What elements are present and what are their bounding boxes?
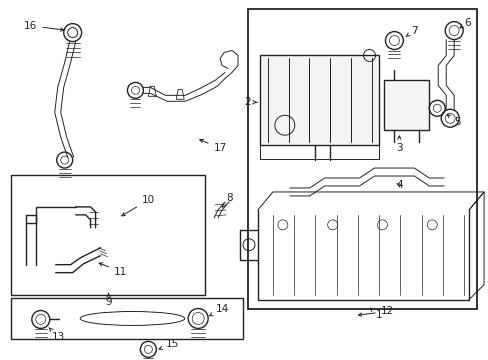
- Bar: [384, 80, 428, 130]
- Text: 4: 4: [395, 180, 402, 190]
- Text: 1: 1: [369, 308, 382, 320]
- Text: 17: 17: [199, 139, 226, 153]
- Text: 8: 8: [222, 193, 233, 207]
- Text: 3: 3: [395, 136, 402, 153]
- Text: 10: 10: [122, 195, 155, 216]
- Text: 7: 7: [405, 26, 417, 37]
- Bar: [260, 55, 379, 145]
- Text: 5: 5: [447, 114, 460, 127]
- Text: 14: 14: [209, 305, 228, 316]
- Bar: [247, 9, 476, 310]
- Text: 15: 15: [159, 339, 179, 350]
- Text: 16: 16: [24, 21, 64, 31]
- Text: 6: 6: [459, 18, 469, 28]
- Bar: [11, 175, 205, 294]
- Ellipse shape: [80, 311, 184, 325]
- Bar: [11, 298, 243, 339]
- Text: 11: 11: [99, 263, 127, 276]
- Text: 13: 13: [49, 328, 65, 342]
- Text: 9: 9: [105, 293, 112, 306]
- Text: 12: 12: [358, 306, 393, 316]
- Text: 2: 2: [244, 97, 256, 107]
